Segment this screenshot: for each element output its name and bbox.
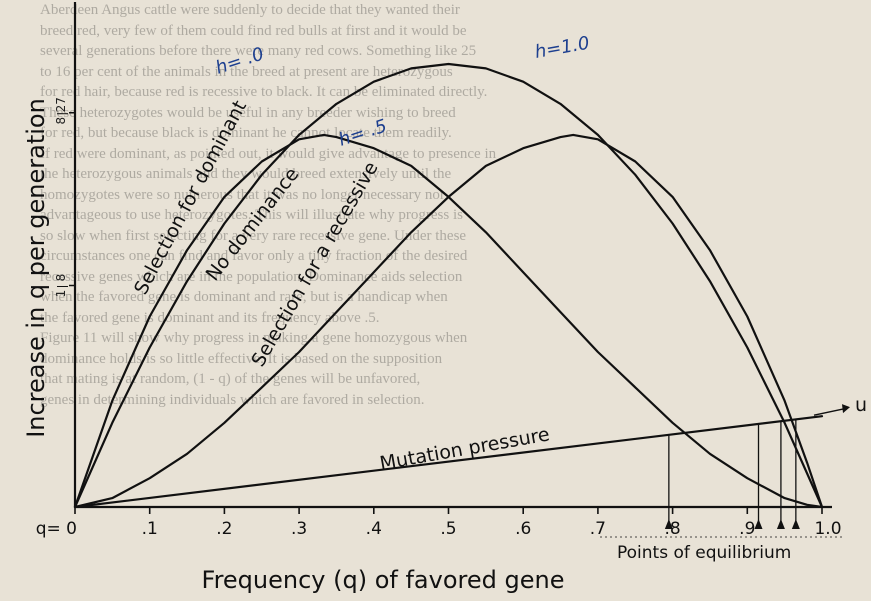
background-text-line: homozygotes were so numerous that it was… [40,186,445,203]
equilibrium-arrow [754,519,763,529]
background-text-line: the heterozygous animals and they would … [40,166,452,182]
equilibrium-arrow [664,519,673,529]
chart-curves [73,62,850,529]
chart-axes: q= 0.1.2.3.4.5.6.7.8.9 1.082718Frequency … [22,2,842,594]
background-text-line: dominance holds is so little effective. … [40,350,443,367]
background-text-line: for red, but because black is dominant h… [40,125,452,141]
background-text-line: the favored gene is dominant and its fre… [40,309,380,326]
background-book-text: Aberdeen Angus cattle were suddenly to d… [40,0,871,601]
curve-mutation [73,415,824,509]
x-tick-label: .4 [366,519,382,539]
x-tick-label: 1.0 [814,519,841,539]
y-tick-denominator: 8 [54,274,68,282]
background-text-line: to 16 per cent of the animals in the bre… [40,63,453,80]
background-text-line: recessive genes which are in the populat… [40,268,463,285]
x-tick-label: .2 [216,519,232,539]
background-text-line: circumstances one can find and favor onl… [40,248,468,264]
x-tick-label: .3 [291,519,307,539]
label-mutation-pressure: Mutation pressure [378,423,551,475]
x-tick-label: q= 0 [36,519,77,539]
y-axis-title: Increase in q per generation [22,98,50,438]
h-label-recessive: h=1.0 [533,33,591,63]
background-text-line: for red hair, because red is recessive t… [40,84,488,100]
background-text-line: advantageous to use heterozygotes. This … [40,207,463,223]
u-arrow-head [842,404,850,414]
background-text-line: Figure 11 will show why progress in maki… [40,330,468,346]
h-label-dominant: h= .0 [213,44,266,79]
x-tick-label: .9 [739,519,755,539]
u-arrow-line [813,407,848,416]
curve-nodominance [73,62,824,509]
background-text-line: breed red, very few of them could find r… [40,22,467,39]
y-tick-fraction: 8 27 [54,97,68,125]
mutation-u-label: u [855,394,867,416]
x-tick-label: .7 [590,519,606,539]
equilibrium-arrow [776,519,785,529]
equilibrium-arrow [791,519,800,529]
y-tick-numerator: 1 [54,290,68,298]
x-axis-title: Frequency (q) of favored gene [202,566,565,594]
curve-recessive [73,133,824,509]
label-selection-for-dominant: Selection for dominant [130,97,251,298]
y-tick-fraction: 18 [54,274,68,298]
y-tick-denominator: 27 [54,97,68,112]
x-tick-label: .5 [440,519,456,539]
background-text-line: These heterozygotes would be useful in a… [40,104,456,121]
equilibrium-label: Points of equilibrium [617,543,791,563]
x-tick-label: .1 [142,519,158,539]
background-text-line: several generations before there were ma… [40,43,477,59]
label-no-dominance: No dominance [202,163,304,285]
y-tick-numerator: 8 [54,117,68,125]
background-text-line: so slow when first selecting for a very … [40,227,467,244]
background-text-line: If red were dominant, as pointed out, it… [40,145,497,162]
background-text-line: genes in determining individuals which a… [40,391,425,408]
x-tick-label: .6 [515,519,531,539]
background-text-line: Aberdeen Angus cattle were suddenly to d… [40,2,460,18]
